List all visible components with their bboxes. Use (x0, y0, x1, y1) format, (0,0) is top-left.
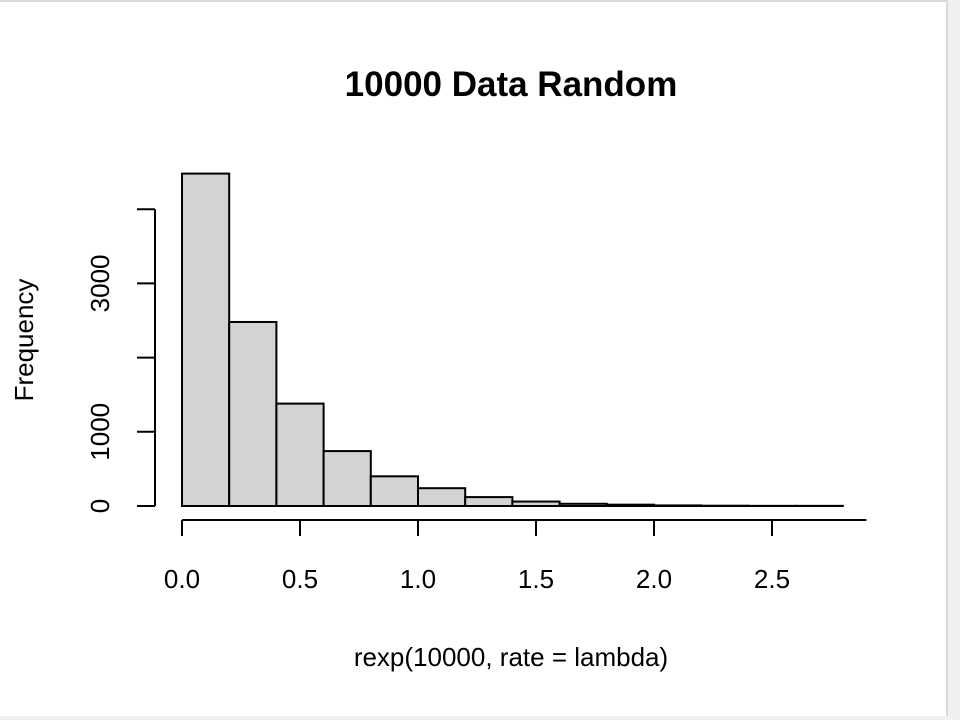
histogram-bar (275, 402, 325, 508)
y-tick-label: 1000 (85, 403, 115, 461)
x-axis: 0.0 0.5 1.0 1.5 2.0 2.5 (164, 519, 867, 594)
x-tick-label: 1.5 (518, 564, 554, 594)
histogram-bar (464, 496, 514, 508)
histogram-bar (558, 502, 608, 507)
x-axis-label: rexp(10000, rate = lambda) (354, 642, 668, 672)
y-axis: 0 1000 3000 (85, 208, 156, 513)
histogram-bar (417, 487, 467, 507)
histogram-bar (653, 504, 703, 508)
y-axis-label: Frequency (9, 279, 39, 402)
bars-group (181, 172, 844, 508)
histogram-bar (369, 475, 419, 508)
histogram-bar (322, 450, 372, 508)
x-tick-label: 0.5 (282, 564, 318, 594)
x-tick-label: 1.0 (400, 564, 436, 594)
histogram-bar (228, 320, 278, 508)
x-tick-label: 0.0 (164, 564, 200, 594)
chart-title: 10000 Data Random (345, 65, 678, 104)
y-tick-label: 0 (85, 499, 115, 513)
histogram-bar (511, 500, 561, 508)
x-tick-label: 2.0 (636, 564, 672, 594)
y-tick-label: 3000 (85, 254, 115, 312)
x-tick-label: 2.5 (754, 564, 790, 594)
histogram-bar (181, 172, 231, 507)
histogram-bar (605, 503, 655, 507)
